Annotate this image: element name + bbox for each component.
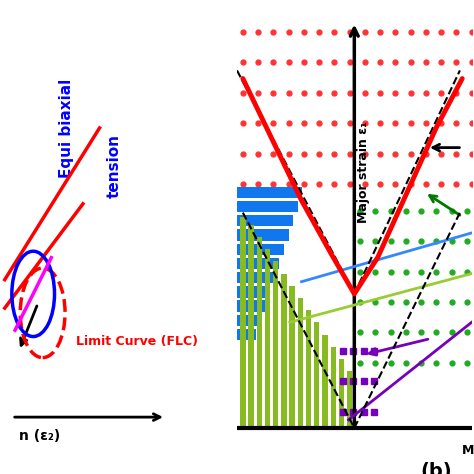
Bar bbox=[237, 244, 284, 255]
Bar bbox=[237, 201, 298, 212]
Bar bbox=[322, 335, 328, 428]
Bar bbox=[339, 359, 344, 428]
Bar bbox=[237, 329, 256, 340]
Bar bbox=[281, 273, 287, 428]
Text: (b): (b) bbox=[420, 462, 452, 474]
Text: Major strain ε₁: Major strain ε₁ bbox=[357, 121, 370, 223]
Bar bbox=[330, 346, 336, 428]
Text: n (ε₂): n (ε₂) bbox=[19, 429, 60, 443]
Bar bbox=[290, 286, 295, 428]
Bar bbox=[237, 229, 289, 241]
Bar bbox=[240, 217, 246, 428]
Bar bbox=[237, 286, 270, 298]
Bar bbox=[248, 225, 254, 428]
Bar bbox=[273, 261, 278, 428]
Bar bbox=[237, 315, 260, 326]
Bar bbox=[306, 310, 311, 428]
Bar bbox=[237, 258, 279, 269]
Bar bbox=[237, 301, 265, 312]
Text: tension: tension bbox=[106, 134, 121, 198]
Bar bbox=[237, 215, 293, 227]
Text: Equi biaxial: Equi biaxial bbox=[59, 78, 74, 178]
Bar bbox=[314, 322, 319, 428]
Bar bbox=[298, 298, 303, 428]
Bar bbox=[347, 371, 352, 428]
Bar bbox=[237, 272, 274, 283]
Bar bbox=[237, 187, 301, 198]
Text: Limit Curve (FLC): Limit Curve (FLC) bbox=[76, 335, 199, 348]
Bar bbox=[265, 249, 270, 428]
Text: Mi: Mi bbox=[462, 444, 474, 457]
Bar bbox=[256, 237, 262, 428]
